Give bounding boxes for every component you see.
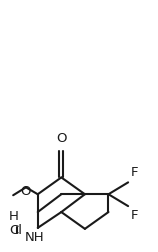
Text: Cl: Cl	[9, 224, 22, 237]
Text: F: F	[131, 166, 139, 179]
Text: F: F	[131, 209, 139, 222]
Text: O: O	[56, 132, 67, 145]
Text: O: O	[20, 185, 31, 198]
Text: H: H	[9, 210, 19, 223]
Text: NH: NH	[25, 231, 45, 244]
